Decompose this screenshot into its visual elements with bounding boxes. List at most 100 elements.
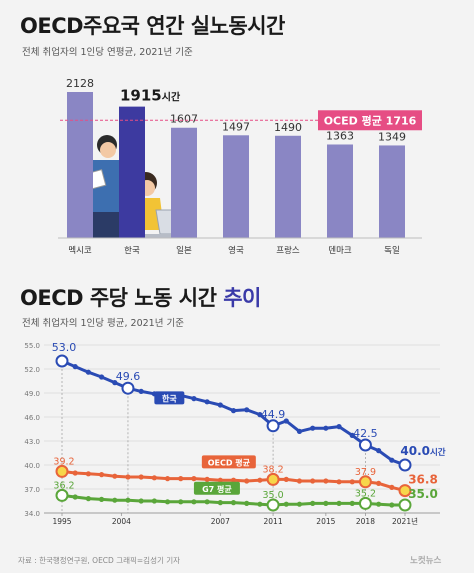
data-point	[244, 500, 250, 506]
data-point	[72, 364, 78, 370]
data-point	[323, 478, 329, 484]
bar-category-label: 프랑스	[276, 245, 300, 256]
point-value-number: 44.9	[261, 408, 286, 421]
highlight-point	[266, 498, 280, 512]
top-chart-title: OECD주요국 연간 실노동시간	[20, 14, 285, 38]
highlight-point	[358, 438, 372, 452]
point-value-number: 40.0	[400, 444, 430, 458]
data-point	[217, 477, 223, 483]
data-point	[296, 478, 303, 484]
bar-한국	[119, 106, 145, 238]
data-point	[98, 374, 105, 380]
highlight-point	[121, 381, 135, 395]
data-point	[138, 498, 144, 504]
highlight-point	[398, 484, 412, 498]
data-point	[296, 501, 303, 507]
data-point	[323, 425, 329, 431]
data-point	[204, 476, 210, 482]
point-value-number: 36.2	[53, 480, 74, 491]
data-point	[376, 480, 382, 486]
bar-value-label: 1490	[274, 121, 302, 134]
data-point	[244, 478, 250, 484]
series-name-tag	[154, 391, 185, 405]
data-point	[72, 470, 78, 476]
bar-category-label: 영국	[228, 245, 244, 256]
point-value-label: 40.0시간	[400, 444, 445, 458]
point-value-number: 42.5	[353, 427, 378, 440]
data-point	[310, 478, 316, 484]
x-tick-label: 2015	[316, 517, 335, 526]
point-value-label: 37.9	[355, 467, 376, 478]
bar-category-label: 일본	[176, 246, 192, 256]
y-tick-label: 37.0	[24, 486, 40, 494]
point-value-number: 39.2	[53, 456, 74, 467]
data-point	[336, 424, 342, 430]
x-tick-label: 2007	[211, 517, 230, 526]
bar-value-label: 1497	[222, 120, 250, 133]
data-point	[164, 499, 171, 505]
data-point	[283, 501, 289, 507]
data-point	[376, 501, 382, 507]
data-point	[283, 476, 289, 482]
bar-멕시코	[67, 92, 93, 238]
line-chart: 53.0 49.6 44.9 42.5 40.0시간 39.2 38.2 37.9 36.8 36…	[24, 341, 445, 526]
data-point	[217, 402, 223, 408]
point-value-label: 36.8	[408, 473, 438, 487]
point-value-number: 49.6	[116, 370, 141, 383]
data-point	[389, 502, 395, 508]
data-point	[112, 380, 118, 386]
data-point	[178, 499, 184, 505]
data-point	[217, 500, 223, 506]
series-name-tag	[193, 481, 240, 495]
series-name-label: OECD 평균	[208, 457, 251, 467]
y-tick-label: 49.0	[24, 390, 40, 398]
data-point	[72, 494, 78, 500]
data-point	[125, 497, 131, 503]
data-point	[257, 501, 263, 507]
bar-독일	[379, 145, 405, 238]
data-point	[138, 474, 144, 480]
y-tick-label: 52.0	[24, 366, 40, 374]
y-tick-label: 55.0	[24, 342, 40, 350]
point-value-unit: 시간	[430, 447, 446, 458]
oecd-average-badge	[318, 110, 422, 131]
highlight-point	[358, 496, 372, 510]
data-point	[204, 399, 210, 405]
y-tick-label: 46.0	[24, 414, 40, 422]
point-value-label: 35.0	[408, 487, 438, 501]
data-point	[85, 369, 91, 375]
series-name-label: 한국	[162, 393, 177, 403]
data-point	[296, 428, 303, 434]
highlight-point	[55, 354, 69, 368]
y-tick-label: 43.0	[24, 438, 40, 446]
highlight-point	[398, 458, 412, 472]
data-point	[323, 500, 329, 506]
x-tick-label: 2021년	[392, 516, 418, 526]
data-point	[376, 448, 382, 454]
point-value-label: 38.2	[262, 464, 283, 475]
point-value-label: 39.2	[53, 456, 74, 467]
data-point	[257, 477, 263, 483]
point-value-label: 44.9	[261, 408, 286, 421]
data-point	[151, 475, 157, 481]
data-point	[336, 479, 342, 485]
bar-value-label: 1349	[378, 130, 406, 143]
point-value-number: 36.8	[408, 473, 438, 487]
highlight-point	[55, 464, 69, 478]
bar-chart: 2128 1915시간 1607 1497 1490 1363 1349 멕시코 한국 일본 영국…	[58, 77, 422, 256]
data-point	[230, 477, 237, 483]
bottom-chart-title-main: OECD 주당 노동 시간	[20, 286, 224, 310]
bar-value-label: 1607	[170, 113, 198, 126]
y-tick-label: 34.0	[24, 510, 40, 518]
highlight-point	[266, 419, 280, 433]
highlight-point	[358, 475, 372, 489]
point-value-label: 35.2	[355, 488, 376, 499]
data-point	[138, 388, 144, 394]
bar-category-label: 한국	[124, 246, 140, 256]
highlight-point	[266, 472, 280, 486]
point-value-label: 35.0	[262, 490, 283, 501]
point-value-label: 53.0	[52, 341, 77, 354]
point-value-number: 53.0	[52, 341, 77, 354]
bar-value-unit: 시간	[162, 91, 181, 104]
series-name-tag	[201, 455, 256, 469]
